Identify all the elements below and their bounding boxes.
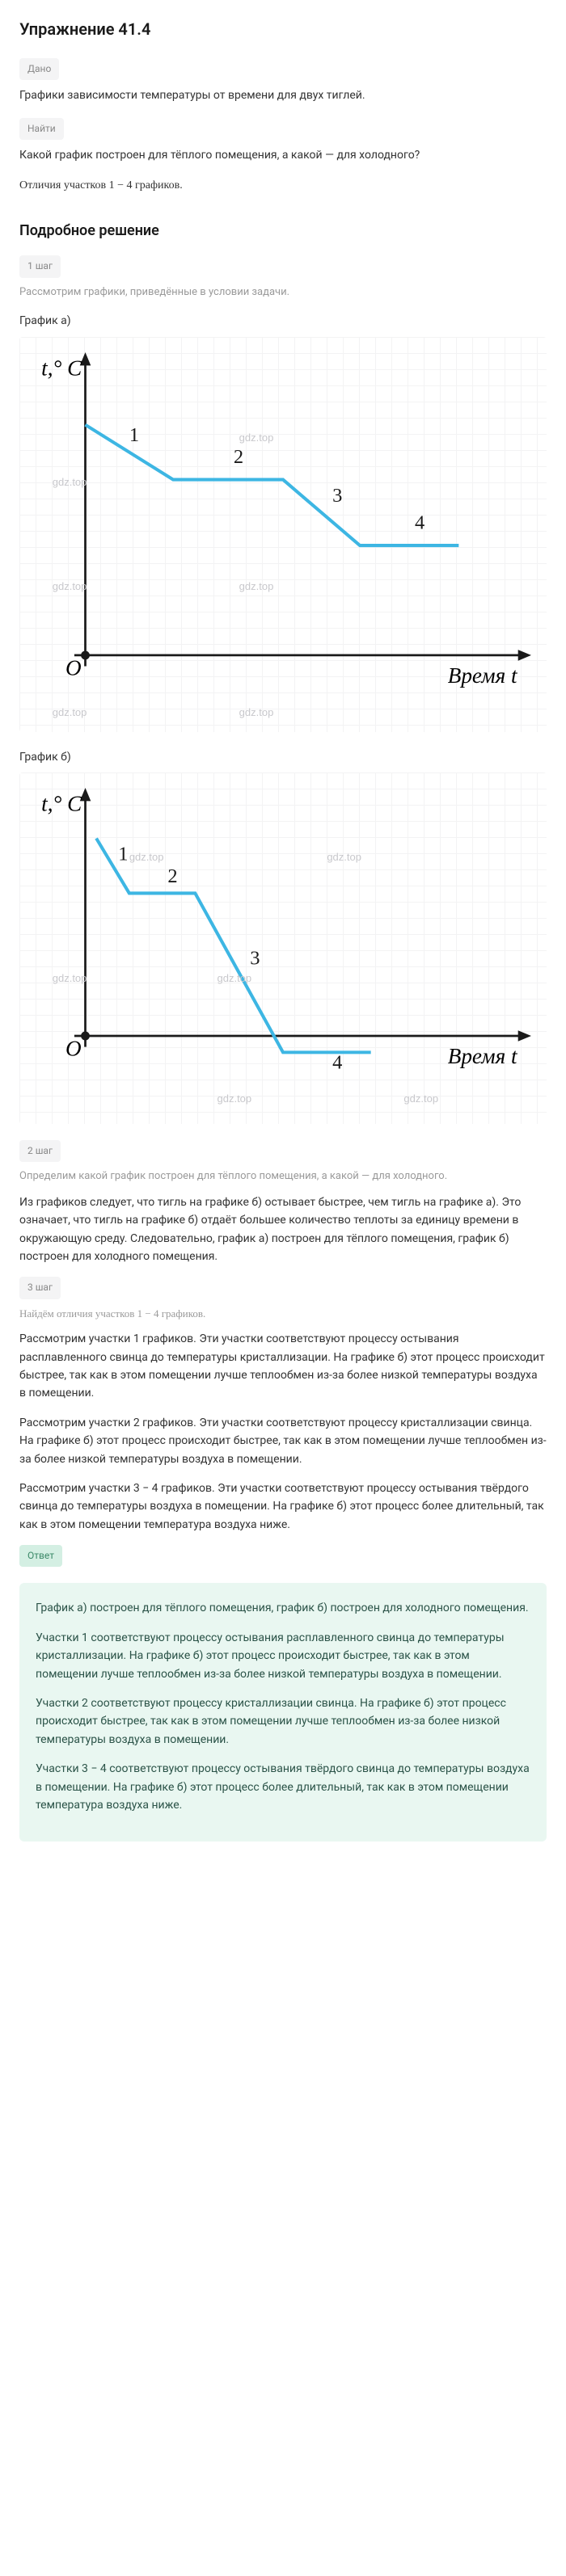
chart-segment-label: 4 (415, 511, 424, 533)
chart-b-wrapper: t,° C Время t O 1234 gdz.topgdz.topgdz.t… (19, 772, 547, 1124)
answer-p1: График а) построен для тёплого помещения… (36, 1599, 530, 1617)
chart-b-xaxis: Время t (448, 1044, 518, 1068)
chart-segment-label: 3 (250, 948, 260, 970)
given-tag: Дано (19, 58, 59, 80)
chart-a-xaxis: Время t (448, 663, 518, 688)
chart-segment-label: 1 (118, 844, 128, 865)
step1-muted: Рассмотрим графики, приведённые в услови… (19, 284, 547, 301)
chart-segment-label: 3 (332, 484, 342, 506)
step2-para: Из графиков следует, что тигль на график… (19, 1193, 547, 1266)
find-tag: Найти (19, 118, 64, 140)
find-text1: Какой график построен для тёплого помеще… (19, 146, 547, 164)
chart-a-label: График а) (19, 312, 547, 330)
step3-para1: Рассмотрим участки 1 графиков. Эти участ… (19, 1330, 547, 1403)
given-text: Графики зависимости температуры от време… (19, 86, 547, 104)
step2-tag: 2 шаг (19, 1140, 61, 1162)
step3-para2: Рассмотрим участки 2 графиков. Эти участ… (19, 1414, 547, 1468)
chart-b-yaxis: t,° C (41, 792, 82, 816)
step2-muted: Определим какой график построен для тёпл… (19, 1168, 547, 1185)
step3-para3: Рассмотрим участки 3 − 4 графиков. Эти у… (19, 1480, 547, 1534)
answer-tag: Ответ (19, 1545, 62, 1567)
chart-b: t,° C Время t O 1 2 3 4 (19, 772, 547, 1124)
chart-a-yaxis: t,° C (41, 356, 82, 380)
chart-segment-label: 1 (129, 424, 139, 446)
chart-a: t,° C Время t O 1 2 3 4 (19, 337, 547, 732)
chart-segment-label: 4 (332, 1052, 342, 1074)
chart-a-origin: O (65, 655, 82, 680)
answer-p4: Участки 3 − 4 соответствуют процессу ост… (36, 1760, 530, 1814)
chart-b-origin: O (65, 1037, 82, 1061)
find-text2: Отличия участков 1 − 4 графиков. (19, 177, 547, 195)
step3-tag: 3 шаг (19, 1277, 61, 1299)
chart-a-wrapper: t,° C Время t O 1234 gdz.topgdz.topgdz.t… (19, 337, 547, 732)
solution-header: Подробное решение (19, 220, 547, 243)
step3-muted: Найдём отличия участков 1 − 4 графиков. (19, 1306, 547, 1323)
answer-box: График а) построен для тёплого помещения… (19, 1583, 547, 1842)
step1-tag: 1 шаг (19, 255, 61, 277)
chart-segment-label: 2 (234, 446, 243, 468)
chart-b-label: График б) (19, 748, 547, 766)
chart-segment-label: 2 (167, 865, 177, 887)
page-title: Упражнение 41.4 (19, 16, 547, 42)
answer-p2: Участки 1 соответствуют процессу остыван… (36, 1629, 530, 1683)
answer-p3: Участки 2 соответствуют процессу кристал… (36, 1694, 530, 1749)
